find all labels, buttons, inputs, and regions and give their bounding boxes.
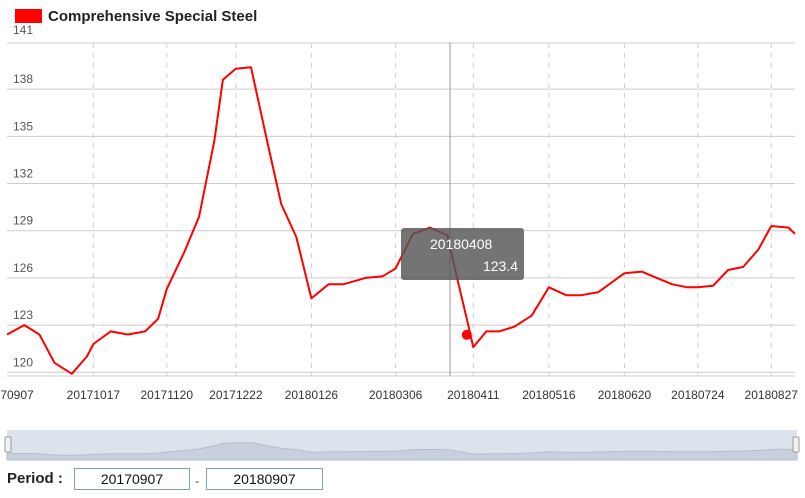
y-tick-label: 123	[13, 308, 33, 322]
x-tick-label: 20180306	[369, 388, 423, 402]
period-label: Period :	[7, 470, 63, 487]
x-tick-label: 20180516	[522, 388, 576, 402]
series-line	[6, 66, 796, 375]
y-tick-label: 138	[13, 72, 33, 86]
period-selector: Period : -	[0, 466, 805, 494]
x-tick-label: 20171017	[67, 388, 121, 402]
series-group	[6, 66, 796, 375]
tooltip-value: 123.4	[483, 258, 518, 274]
y-tick-label: 120	[13, 355, 33, 369]
range-navigator[interactable]	[0, 428, 805, 462]
grid	[7, 42, 795, 376]
navigator-series-area	[6, 442, 798, 461]
x-tick-label: 20170907	[0, 388, 34, 402]
x-tick-label: 20171120	[141, 388, 194, 402]
hover-point[interactable]	[461, 329, 472, 340]
y-tick-label: 132	[13, 167, 33, 181]
legend-swatch	[15, 9, 42, 23]
y-tick-label: 129	[13, 214, 33, 228]
period-start-input[interactable]	[74, 468, 190, 490]
navigator-handle-left[interactable]	[4, 436, 12, 453]
y-tick-label: 141	[13, 23, 33, 37]
period-separator: -	[195, 474, 199, 488]
x-tick-label: 20180827	[745, 388, 799, 402]
navigator-handle-right[interactable]	[792, 436, 800, 453]
y-tick-label: 135	[13, 119, 33, 133]
legend[interactable]: Comprehensive Special Steel	[15, 5, 257, 27]
x-tick-label: 20180126	[285, 388, 339, 402]
x-axis-ticks: 20170907 20171017 20171120 20171222 20180126…	[0, 388, 798, 402]
y-axis-ticks: 120 123 126 129 132 135 138 141	[13, 23, 33, 369]
x-tick-label: 20180724	[671, 388, 725, 402]
tooltip-box	[401, 228, 524, 280]
x-tick-label: 20180620	[598, 388, 652, 402]
line-chart[interactable]: 120 123 126 129 132 135 138 141 20170907 2017101…	[0, 0, 805, 428]
tooltip-date: 20180408	[430, 236, 493, 252]
y-tick-label: 126	[13, 261, 33, 275]
x-tick-label: 20171222	[209, 388, 263, 402]
x-tick-label: 20180411	[447, 388, 500, 402]
period-end-input[interactable]	[206, 468, 323, 490]
legend-label: Comprehensive Special Steel	[48, 7, 258, 25]
tooltip: 20180408 123.4	[401, 228, 524, 280]
